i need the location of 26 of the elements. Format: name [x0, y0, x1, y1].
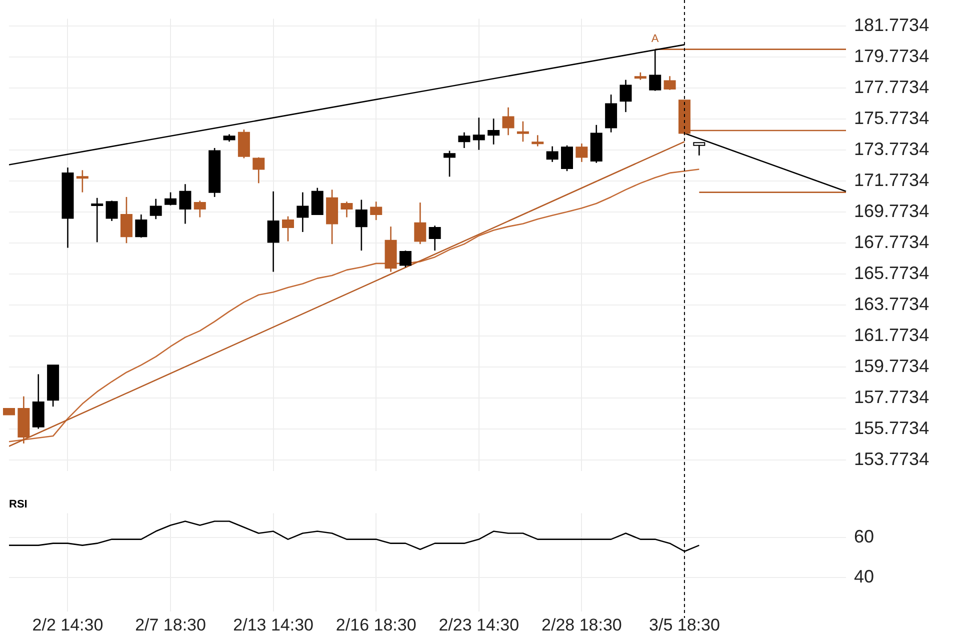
annotation: A: [651, 32, 660, 45]
x-tick-label: 2/16 18:30: [336, 615, 416, 634]
y-tick-label: 161.7734: [854, 325, 930, 346]
y-tick-label: 155.7734: [854, 418, 930, 438]
y-tick-label: 60: [854, 526, 874, 546]
y-tick-label: 175.7734: [854, 108, 930, 128]
y-tick-label: 40: [854, 566, 874, 586]
x-tick-label: 3/5 18:30: [649, 615, 720, 634]
x-tick-label: 2/23 14:30: [438, 615, 520, 634]
y-tick-label: 173.7734: [854, 139, 930, 160]
y-tick-label: 159.7734: [854, 356, 930, 376]
x-tick-label: 2/13 14:30: [233, 615, 314, 634]
y-tick-label: 163.7734: [854, 294, 930, 314]
y-tick-label: 153.7734: [854, 448, 930, 469]
y-tick-label: 157.7734: [854, 386, 930, 407]
y-tick-label: 179.7734: [854, 46, 930, 66]
y-tick-label: 177.7734: [854, 77, 930, 98]
x-tick-label: 2/2 14:30: [32, 615, 104, 634]
y-tick-label: 171.7734: [854, 170, 930, 190]
x-tick-label: 2/28 18:30: [542, 615, 622, 634]
chart-title: RSI: [9, 498, 28, 511]
y-tick-label: 165.7734: [854, 263, 930, 284]
x-tick-label: 2/7 18:30: [135, 615, 206, 634]
y-tick-label: 167.7734: [854, 232, 930, 252]
y-tick-label: 181.7734: [854, 15, 930, 36]
y-tick-label: 169.7734: [854, 201, 930, 222]
